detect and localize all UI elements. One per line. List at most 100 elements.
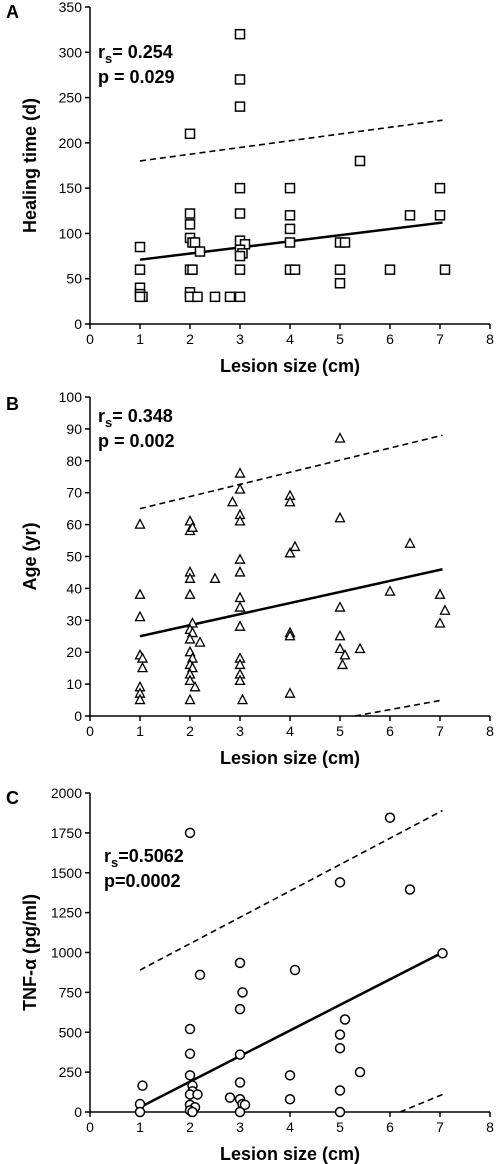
r-value: = 0.254 <box>112 42 173 62</box>
data-point <box>234 566 246 577</box>
data-point <box>184 1070 196 1081</box>
regression-line <box>139 568 443 638</box>
data-point <box>234 553 246 564</box>
x-tick-label: 2 <box>186 1119 194 1135</box>
data-point <box>134 264 146 275</box>
x-tick-label: 2 <box>186 723 194 739</box>
data-point <box>226 495 239 507</box>
x-tick-label: 6 <box>386 331 394 347</box>
y-tick-label: 200 <box>59 135 83 151</box>
data-point <box>234 264 246 275</box>
data-point <box>184 693 196 705</box>
data-point <box>234 1049 246 1060</box>
y-tick-label: 1250 <box>51 905 82 921</box>
data-point <box>434 210 446 221</box>
data-point <box>434 182 446 194</box>
x-tick-label: 8 <box>486 1119 494 1135</box>
correlation-coefficient: rs= 0.254 <box>98 42 173 66</box>
data-point <box>434 588 446 599</box>
data-point <box>384 264 396 275</box>
y-tick-label: 750 <box>59 984 83 1000</box>
y-tick-label: 0 <box>74 708 82 724</box>
x-axis-label: Lesion size (cm) <box>220 356 360 376</box>
y-axis-label: Healing time (d) <box>20 98 40 233</box>
data-point <box>339 649 351 660</box>
data-point <box>284 687 296 698</box>
data-point <box>334 1085 346 1096</box>
data-point <box>234 620 246 631</box>
x-tick-label: 5 <box>336 1119 344 1135</box>
x-tick-label: 3 <box>236 1119 244 1135</box>
data-point <box>234 208 246 219</box>
x-tick-label: 6 <box>386 723 394 739</box>
r-value: =0.5062 <box>118 846 184 866</box>
y-tick-label: 2000 <box>51 785 82 801</box>
panel-label: B <box>6 394 19 414</box>
y-tick-label: 250 <box>59 90 83 106</box>
x-tick-label: 3 <box>236 723 244 739</box>
data-point <box>184 219 196 230</box>
data-point <box>194 636 206 647</box>
data-point <box>234 601 246 612</box>
data-point <box>339 1014 351 1025</box>
data-point <box>284 182 296 194</box>
correlation-coefficient: rs=0.5062 <box>104 846 184 870</box>
x-tick-label: 2 <box>186 331 194 347</box>
y-tick-label: 1750 <box>51 825 82 841</box>
data-point <box>289 264 301 275</box>
confidence-band-lower <box>354 699 443 717</box>
x-tick-label: 3 <box>236 331 244 347</box>
y-tick-label: 60 <box>66 517 82 533</box>
data-point <box>404 210 416 221</box>
data-point <box>234 1003 246 1015</box>
data-point <box>186 521 199 532</box>
y-tick-label: 250 <box>59 1064 83 1080</box>
data-point <box>234 250 246 262</box>
confidence-band-upper <box>139 119 443 162</box>
data-point <box>334 264 346 275</box>
y-tick-label: 100 <box>59 225 83 241</box>
data-point <box>289 540 301 552</box>
x-tick-label: 1 <box>136 1119 144 1135</box>
data-point <box>136 661 149 673</box>
data-point <box>339 237 351 248</box>
data-point <box>237 987 248 998</box>
r-subscript: s <box>105 51 112 66</box>
data-point <box>134 588 146 599</box>
data-point <box>236 693 249 705</box>
data-point <box>284 495 296 507</box>
data-point <box>194 969 206 981</box>
data-point <box>437 948 448 959</box>
y-axis-label: TNF-α (pg/ml) <box>20 894 40 1011</box>
data-point <box>184 674 196 686</box>
data-point <box>187 264 198 275</box>
data-point <box>234 101 246 112</box>
data-point <box>434 617 446 628</box>
x-tick-label: 0 <box>86 1119 94 1135</box>
data-point <box>239 1099 251 1111</box>
data-point <box>184 633 196 644</box>
panel-label: C <box>6 788 19 808</box>
data-point <box>209 572 221 583</box>
data-point <box>184 827 196 839</box>
data-point <box>334 629 346 641</box>
data-point <box>334 1106 346 1118</box>
data-point <box>284 1070 296 1081</box>
data-point <box>192 1089 203 1100</box>
y-axis-label: Age (yr) <box>20 522 40 590</box>
x-tick-label: 6 <box>386 1119 394 1135</box>
data-point <box>234 1106 246 1118</box>
data-point <box>184 572 196 583</box>
y-tick-label: 1000 <box>51 945 82 961</box>
x-tick-label: 8 <box>486 723 494 739</box>
x-tick-label: 4 <box>286 331 294 347</box>
data-point <box>137 1080 148 1091</box>
data-point <box>184 1023 196 1035</box>
x-tick-label: 0 <box>86 331 94 347</box>
r-symbol: r <box>98 406 105 426</box>
y-tick-label: 50 <box>66 549 82 565</box>
data-point <box>234 182 246 194</box>
y-tick-label: 70 <box>66 485 82 501</box>
x-tick-label: 5 <box>336 331 344 347</box>
